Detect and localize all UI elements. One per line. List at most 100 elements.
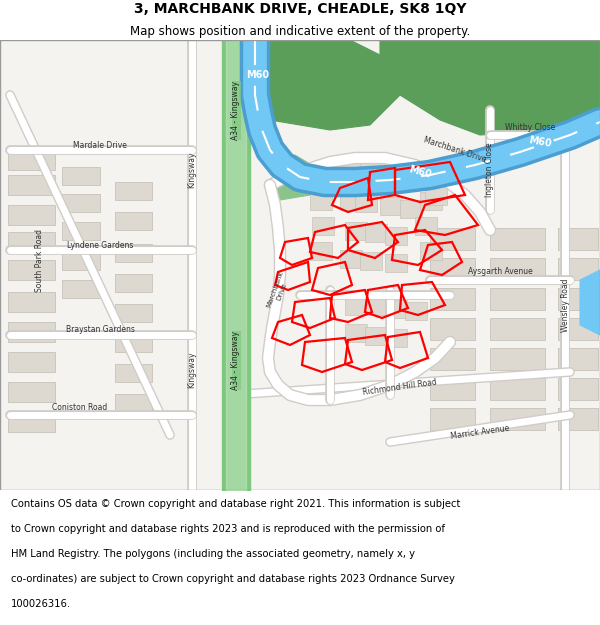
Text: Kingsway: Kingsway <box>187 152 197 188</box>
Polygon shape <box>430 288 475 310</box>
Polygon shape <box>115 394 152 412</box>
Text: South Park Road: South Park Road <box>35 229 44 291</box>
Text: Braystan Gardens: Braystan Gardens <box>65 326 134 334</box>
Text: Contains OS data © Crown copyright and database right 2021. This information is : Contains OS data © Crown copyright and d… <box>11 499 460 509</box>
Polygon shape <box>405 302 427 320</box>
Polygon shape <box>340 250 362 268</box>
Polygon shape <box>8 205 55 225</box>
Polygon shape <box>365 224 387 242</box>
Text: Marchbank
Drive: Marchbank Drive <box>265 269 291 311</box>
Polygon shape <box>115 304 152 322</box>
Polygon shape <box>0 40 600 490</box>
Polygon shape <box>490 318 545 340</box>
Polygon shape <box>360 157 382 175</box>
Text: Lyndene Gardens: Lyndene Gardens <box>67 241 133 249</box>
Polygon shape <box>365 297 387 315</box>
Polygon shape <box>430 408 475 430</box>
Text: Wensley Road: Wensley Road <box>560 278 569 332</box>
Polygon shape <box>8 382 55 402</box>
Polygon shape <box>490 288 545 310</box>
Polygon shape <box>8 175 55 195</box>
Polygon shape <box>355 194 377 212</box>
Polygon shape <box>490 228 545 250</box>
Polygon shape <box>345 324 367 342</box>
Polygon shape <box>490 378 545 400</box>
Text: Ingleton Close: Ingleton Close <box>485 142 494 198</box>
Polygon shape <box>430 228 475 250</box>
Polygon shape <box>425 187 447 205</box>
Polygon shape <box>490 348 545 370</box>
Polygon shape <box>310 192 332 210</box>
Text: M60: M60 <box>407 164 433 180</box>
Polygon shape <box>62 194 100 212</box>
Text: Aysgarth Avenue: Aysgarth Avenue <box>467 268 532 276</box>
Text: Marchbank Drive: Marchbank Drive <box>422 136 487 164</box>
Polygon shape <box>115 274 152 292</box>
Text: Kingsway: Kingsway <box>187 352 197 388</box>
Polygon shape <box>340 192 362 210</box>
Polygon shape <box>62 280 100 298</box>
Polygon shape <box>430 318 475 340</box>
Polygon shape <box>490 258 545 280</box>
Polygon shape <box>115 212 152 230</box>
Text: A34 - Kingsway: A34 - Kingsway <box>232 331 241 389</box>
Text: Map shows position and indicative extent of the property.: Map shows position and indicative extent… <box>130 25 470 38</box>
Polygon shape <box>380 40 600 135</box>
Polygon shape <box>558 258 598 280</box>
Text: Coniston Road: Coniston Road <box>52 404 107 412</box>
Polygon shape <box>558 318 598 340</box>
Text: to Crown copyright and database rights 2023 and is reproduced with the permissio: to Crown copyright and database rights 2… <box>11 524 445 534</box>
Polygon shape <box>270 40 400 130</box>
Text: Whitby Close: Whitby Close <box>505 124 555 132</box>
Polygon shape <box>8 412 55 432</box>
Polygon shape <box>62 167 100 185</box>
Text: M60: M60 <box>528 135 552 149</box>
Polygon shape <box>430 162 452 180</box>
Polygon shape <box>310 242 332 260</box>
Polygon shape <box>270 155 320 200</box>
Text: Marrick Avenue: Marrick Avenue <box>450 423 510 441</box>
Polygon shape <box>8 150 55 170</box>
Polygon shape <box>62 252 100 270</box>
Polygon shape <box>8 260 55 280</box>
Polygon shape <box>400 164 422 182</box>
Polygon shape <box>345 222 367 240</box>
Text: HM Land Registry. The polygons (including the associated geometry, namely x, y: HM Land Registry. The polygons (includin… <box>11 549 415 559</box>
Polygon shape <box>365 327 387 345</box>
Polygon shape <box>580 270 600 335</box>
Polygon shape <box>385 254 407 272</box>
Polygon shape <box>360 252 382 270</box>
Text: Richmond Hill Road: Richmond Hill Road <box>362 378 437 397</box>
Polygon shape <box>115 182 152 200</box>
Text: co-ordinates) are subject to Crown copyright and database rights 2023 Ordnance S: co-ordinates) are subject to Crown copyr… <box>11 574 455 584</box>
Polygon shape <box>380 197 402 215</box>
Polygon shape <box>420 242 442 260</box>
Polygon shape <box>115 334 152 352</box>
Text: 100026316.: 100026316. <box>11 599 71 609</box>
Polygon shape <box>312 217 334 235</box>
Polygon shape <box>385 227 407 245</box>
Polygon shape <box>558 288 598 310</box>
Polygon shape <box>415 217 437 235</box>
Polygon shape <box>380 162 402 180</box>
Polygon shape <box>8 352 55 372</box>
Polygon shape <box>8 322 55 342</box>
Polygon shape <box>385 300 407 318</box>
Text: A34 - Kingsway: A34 - Kingsway <box>232 81 241 139</box>
Polygon shape <box>115 364 152 382</box>
Text: Mardale Drive: Mardale Drive <box>73 141 127 149</box>
Polygon shape <box>558 228 598 250</box>
Polygon shape <box>340 157 362 175</box>
Polygon shape <box>62 222 100 240</box>
Polygon shape <box>558 348 598 370</box>
Polygon shape <box>490 408 545 430</box>
Text: 3, MARCHBANK DRIVE, CHEADLE, SK8 1QY: 3, MARCHBANK DRIVE, CHEADLE, SK8 1QY <box>134 2 466 16</box>
Polygon shape <box>8 232 55 252</box>
Polygon shape <box>400 200 422 218</box>
Polygon shape <box>420 192 442 210</box>
Polygon shape <box>8 292 55 312</box>
Polygon shape <box>558 378 598 400</box>
Polygon shape <box>430 378 475 400</box>
Polygon shape <box>558 408 598 430</box>
Polygon shape <box>385 329 407 347</box>
